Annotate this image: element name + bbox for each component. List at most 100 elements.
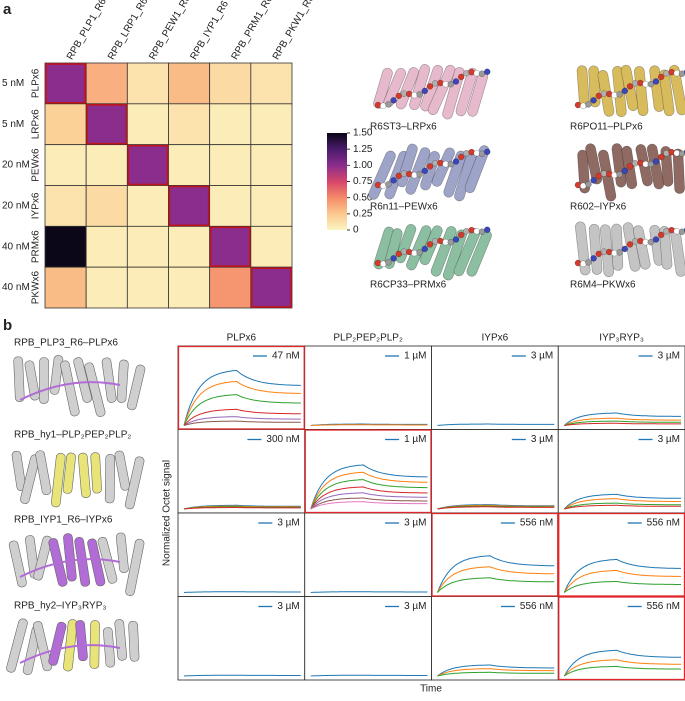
- peptide-atom: [385, 101, 392, 108]
- helix-cylinder: [368, 150, 396, 200]
- structure-label: R6ST3–LRPx6: [370, 122, 437, 133]
- heatmap-cell: [126, 62, 169, 105]
- legend-label: 3 µM: [404, 601, 426, 612]
- helix-cylinder: [396, 143, 418, 188]
- peptide-atom: [605, 90, 613, 98]
- peptide-stick: [19, 558, 121, 578]
- legend-label: 556 nM: [520, 518, 553, 529]
- helix-ribbon: [73, 357, 93, 403]
- peptide-atom: [626, 241, 634, 248]
- binding-curve: [563, 649, 681, 677]
- legend-label: 1 µM: [404, 434, 426, 445]
- design-cartoon: [11, 450, 145, 510]
- panel-label: a: [3, 1, 12, 18]
- helix-ribbon: [8, 540, 27, 588]
- legend-label: 3 µM: [658, 351, 680, 362]
- peptide-atom: [452, 78, 460, 85]
- helix-cylinder: [672, 148, 685, 194]
- heatmap-cell: [168, 62, 211, 105]
- helix-cylinder: [633, 66, 649, 117]
- legend-label: 3 µM: [658, 434, 680, 445]
- heatmap-cell: [250, 185, 293, 227]
- helix-cylinder: [384, 228, 403, 270]
- legend-label: 556 nM: [647, 518, 680, 529]
- peptide-atom: [621, 245, 629, 253]
- highlight-box: [45, 63, 86, 104]
- concentration-label: 40 nM: [2, 241, 30, 252]
- peptide-atom: [605, 248, 613, 256]
- octet-panel: [304, 512, 432, 597]
- binding-curve: [183, 674, 301, 677]
- binding-curve: [310, 471, 428, 510]
- helix-ribbon: [114, 450, 131, 491]
- peptide-atom: [447, 80, 455, 88]
- peptide-atom: [652, 78, 660, 85]
- peptide-atom: [395, 172, 403, 180]
- structure-label: R6PO11–PLPx6: [570, 122, 643, 133]
- legend-label: 556 nM: [520, 601, 553, 612]
- binding-curve: [183, 591, 301, 593]
- peptide-atom: [595, 92, 603, 100]
- colorbar: [327, 133, 347, 230]
- binding-curve: [183, 420, 301, 426]
- binding-curve: [310, 492, 428, 510]
- octet-panel: [431, 345, 559, 430]
- heatmap-cell: [85, 103, 128, 146]
- peptide-atom: [668, 148, 675, 156]
- protein-structure: [574, 143, 685, 202]
- helix-ribbon: [115, 532, 129, 573]
- heatmap-cell: [44, 103, 87, 146]
- peptide-atom: [616, 171, 623, 178]
- colorbar-tick-label: 0.50: [353, 192, 373, 203]
- peptide-atom: [585, 259, 592, 266]
- binding-curve: [183, 507, 301, 510]
- heatmap-cell: [209, 225, 252, 268]
- helix-cylinder: [611, 223, 624, 271]
- peptide-atom: [421, 245, 429, 253]
- binding-curve: [563, 659, 681, 677]
- peptide-atom: [616, 249, 623, 256]
- binding-curve: [310, 486, 428, 510]
- binding-curve: [437, 664, 555, 677]
- structure-label: R602–IYPx6: [570, 202, 627, 213]
- helix-ribbon: [48, 621, 67, 666]
- row-label: PKWx6: [31, 270, 42, 304]
- helix-ribbon: [50, 453, 66, 508]
- binding-curve: [564, 502, 681, 510]
- x-axis-label: Time: [420, 684, 442, 695]
- y-axis-label: Normalized Octet signal: [162, 460, 173, 566]
- helix-ribbon: [11, 450, 27, 491]
- octet-panel: [177, 596, 306, 681]
- peptide-atom: [457, 231, 465, 239]
- helix-cylinder: [464, 145, 490, 194]
- highlight-box: [431, 512, 559, 597]
- legend-label: 47 nM: [272, 351, 300, 362]
- peptide-atom: [621, 87, 629, 95]
- binding-curve: [437, 668, 555, 677]
- binding-curve: [563, 412, 681, 426]
- peptide-atom: [463, 227, 470, 235]
- peptide-atom: [668, 68, 675, 76]
- peptide-atom: [452, 158, 460, 165]
- peptide-atom: [652, 158, 660, 165]
- peptide-atom: [390, 97, 397, 104]
- peptide-atom: [483, 68, 491, 76]
- column-label: RPB_PKW1_R6: [271, 0, 317, 62]
- protein-structure: [373, 64, 491, 120]
- binding-curve: [564, 498, 681, 510]
- peptide-atom: [463, 149, 470, 157]
- heatmap-cell: [250, 225, 293, 268]
- colorbar-tick-label: 0: [353, 225, 359, 236]
- helix-cylinder: [632, 225, 651, 270]
- helix-ribbon: [127, 364, 146, 411]
- helix-cylinder: [670, 228, 685, 277]
- helix-ribbon: [60, 360, 80, 417]
- peptide-atom: [647, 238, 655, 246]
- helix-cylinder: [646, 143, 665, 190]
- row-label: PEWx6: [31, 148, 42, 182]
- concentration-label: 40 nM: [2, 282, 30, 293]
- row-label: PLPx6: [31, 68, 42, 98]
- peptide-atom: [663, 69, 670, 77]
- highlight-box: [168, 185, 210, 227]
